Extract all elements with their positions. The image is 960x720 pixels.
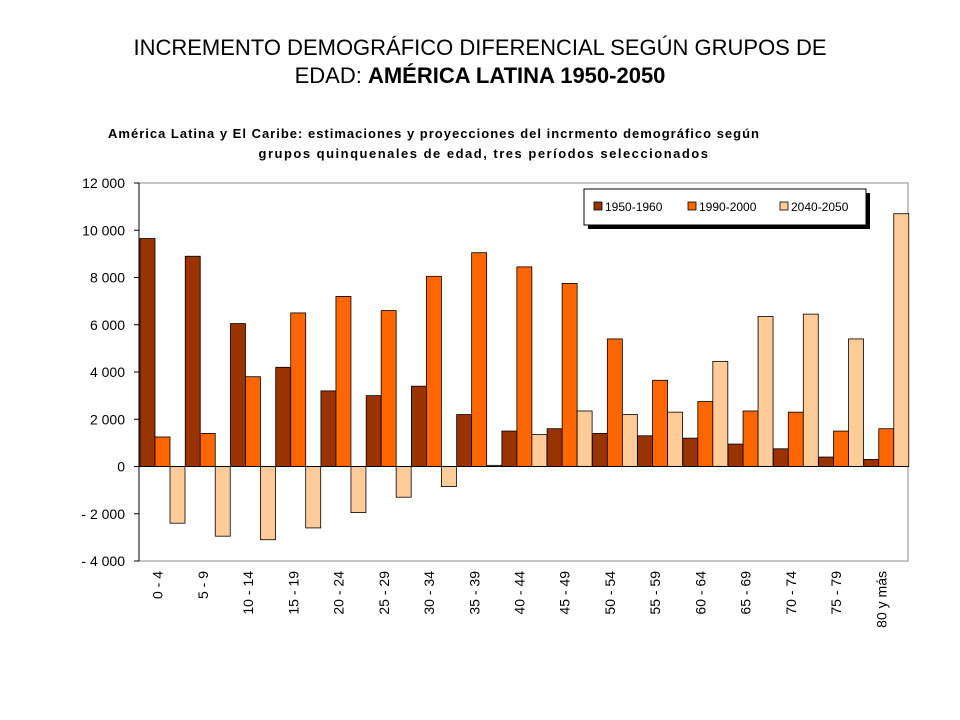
- bar-1950-1960-11: [637, 435, 653, 467]
- slide-title-line-2: EDAD: AMÉRICA LATINA 1950-2050: [0, 62, 960, 90]
- chart-title-line-2: grupos quinquenales de edad, tres períod…: [259, 146, 710, 161]
- x-tick-label: 70 - 74: [783, 571, 799, 615]
- bar-2040-2050-10: [621, 414, 638, 467]
- bar-1990-2000-2: [245, 376, 261, 467]
- y-tick-label: - 2 000: [81, 506, 125, 522]
- slide-title-region: AMÉRICA LATINA 1950-2050: [367, 63, 666, 88]
- bar-1990-2000-8: [516, 266, 533, 467]
- bar-1990-2000-16: [878, 428, 895, 467]
- bar-1950-1960-1: [184, 255, 201, 467]
- x-tick-label: 60 - 64: [692, 571, 708, 615]
- bar-1950-1960-10: [591, 433, 608, 467]
- x-tick-label: 20 - 24: [331, 571, 347, 615]
- bar-1950-1960-8: [501, 430, 518, 467]
- bar-2040-2050-14: [802, 313, 819, 467]
- y-tick-label: 0: [117, 459, 125, 475]
- bar-2040-2050-3: [305, 466, 322, 529]
- bar-1950-1960-2: [230, 323, 246, 467]
- x-tick-label: 45 - 49: [557, 571, 573, 615]
- y-tick-label: 4 000: [90, 364, 125, 380]
- bar-2040-2050-1: [214, 466, 231, 537]
- bar-1990-2000-15: [833, 430, 849, 467]
- slide-title: INCREMENTO DEMOGRÁFICO DIFERENCIAL SEGÚN…: [0, 34, 960, 90]
- bar-1990-2000-7: [471, 252, 488, 467]
- slide-title-line-1: INCREMENTO DEMOGRÁFICO DIFERENCIAL SEGÚN…: [133, 35, 827, 60]
- x-tick-label: 50 - 54: [602, 571, 618, 615]
- x-tick-label: 30 - 34: [421, 571, 437, 615]
- bar-2040-2050-4: [350, 466, 367, 513]
- slide-title-prefix: EDAD:: [294, 63, 368, 88]
- bar-1990-2000-0: [154, 436, 171, 467]
- bar-2040-2050-9: [576, 410, 593, 467]
- y-tick-label: 8 000: [90, 270, 125, 286]
- legend-label: 2040-2050: [791, 200, 849, 214]
- bar-1950-1960-16: [863, 459, 880, 467]
- bar-1990-2000-12: [697, 401, 714, 467]
- x-tick-label: 80 y más: [873, 571, 889, 628]
- bars: [139, 213, 910, 541]
- bar-1990-2000-13: [742, 410, 759, 467]
- bar-1950-1960-12: [682, 437, 699, 467]
- bar-1950-1960-6: [411, 385, 427, 467]
- legend-swatch: [593, 201, 603, 211]
- bar-2040-2050-11: [667, 411, 683, 467]
- x-axis-labels: 0 - 4 5 - 9 10 - 14 15 - 19 20 - 24 25 - 29 30…: [150, 571, 890, 628]
- bar-1950-1960-0: [139, 238, 156, 467]
- legend-label: 1950-1960: [605, 200, 663, 214]
- bar-2040-2050-0: [169, 466, 186, 524]
- bar-1990-2000-9: [561, 283, 578, 467]
- bar-1950-1960-15: [818, 456, 834, 467]
- bar-1950-1960-4: [320, 390, 337, 467]
- bar-2040-2050-5: [395, 466, 412, 498]
- bar-1950-1960-7: [456, 414, 473, 467]
- bar-1950-1960-9: [546, 428, 563, 467]
- x-tick-label: 65 - 69: [738, 571, 754, 615]
- x-tick-label: 0 - 4: [150, 571, 166, 599]
- bar-1990-2000-6: [426, 275, 442, 467]
- bar-1990-2000-1: [199, 433, 216, 467]
- x-tick-label: 25 - 29: [376, 571, 392, 615]
- x-tick-label: 5 - 9: [195, 571, 211, 599]
- y-tick-label: 10 000: [82, 222, 125, 238]
- x-tick-label: 40 - 44: [512, 571, 528, 615]
- bar-2040-2050-12: [712, 360, 729, 467]
- legend: 1950-1960 1990-2000 2040-2050: [583, 188, 870, 229]
- bar-1990-2000-10: [606, 338, 623, 467]
- y-tick-label: 2 000: [90, 411, 125, 427]
- bar-1990-2000-14: [787, 411, 804, 467]
- y-tick-label: - 4 000: [81, 553, 125, 569]
- y-tick-label: 6 000: [90, 317, 125, 333]
- bar-2040-2050-16: [893, 213, 910, 467]
- bar-1950-1960-13: [727, 443, 744, 467]
- bar-2040-2050-15: [848, 338, 864, 467]
- x-tick-label: 35 - 39: [466, 571, 482, 615]
- bar-1990-2000-5: [380, 310, 397, 467]
- chart-title-line-1: América Latina y El Caribe: estimaciones…: [108, 126, 760, 141]
- y-tick-label: 12 000: [82, 175, 125, 191]
- bar-1950-1960-3: [275, 366, 292, 467]
- bar-1950-1960-14: [772, 448, 789, 467]
- y-axis: 12 000 10 000 8 000 6 000 4 000 2 000 0 - 2 000…: [81, 175, 140, 569]
- bar-2040-2050-6: [441, 466, 457, 487]
- bar-2040-2050-2: [260, 466, 276, 541]
- bar-2040-2050-13: [757, 316, 774, 467]
- x-tick-label: 10 - 14: [240, 571, 256, 615]
- legend-box: [583, 188, 867, 226]
- legend-swatch: [687, 201, 697, 211]
- bar-1990-2000-3: [290, 312, 307, 467]
- bar-2040-2050-8: [531, 434, 548, 467]
- bar-1990-2000-4: [335, 295, 352, 467]
- bar-1950-1960-5: [365, 395, 382, 467]
- legend-label: 1990-2000: [699, 200, 757, 214]
- x-tick-label: 15 - 19: [285, 571, 301, 615]
- legend-swatch: [779, 201, 789, 211]
- bar-1990-2000-11: [652, 379, 668, 467]
- x-tick-label: 75 - 79: [828, 571, 844, 615]
- x-tick-label: 55 - 59: [647, 571, 663, 615]
